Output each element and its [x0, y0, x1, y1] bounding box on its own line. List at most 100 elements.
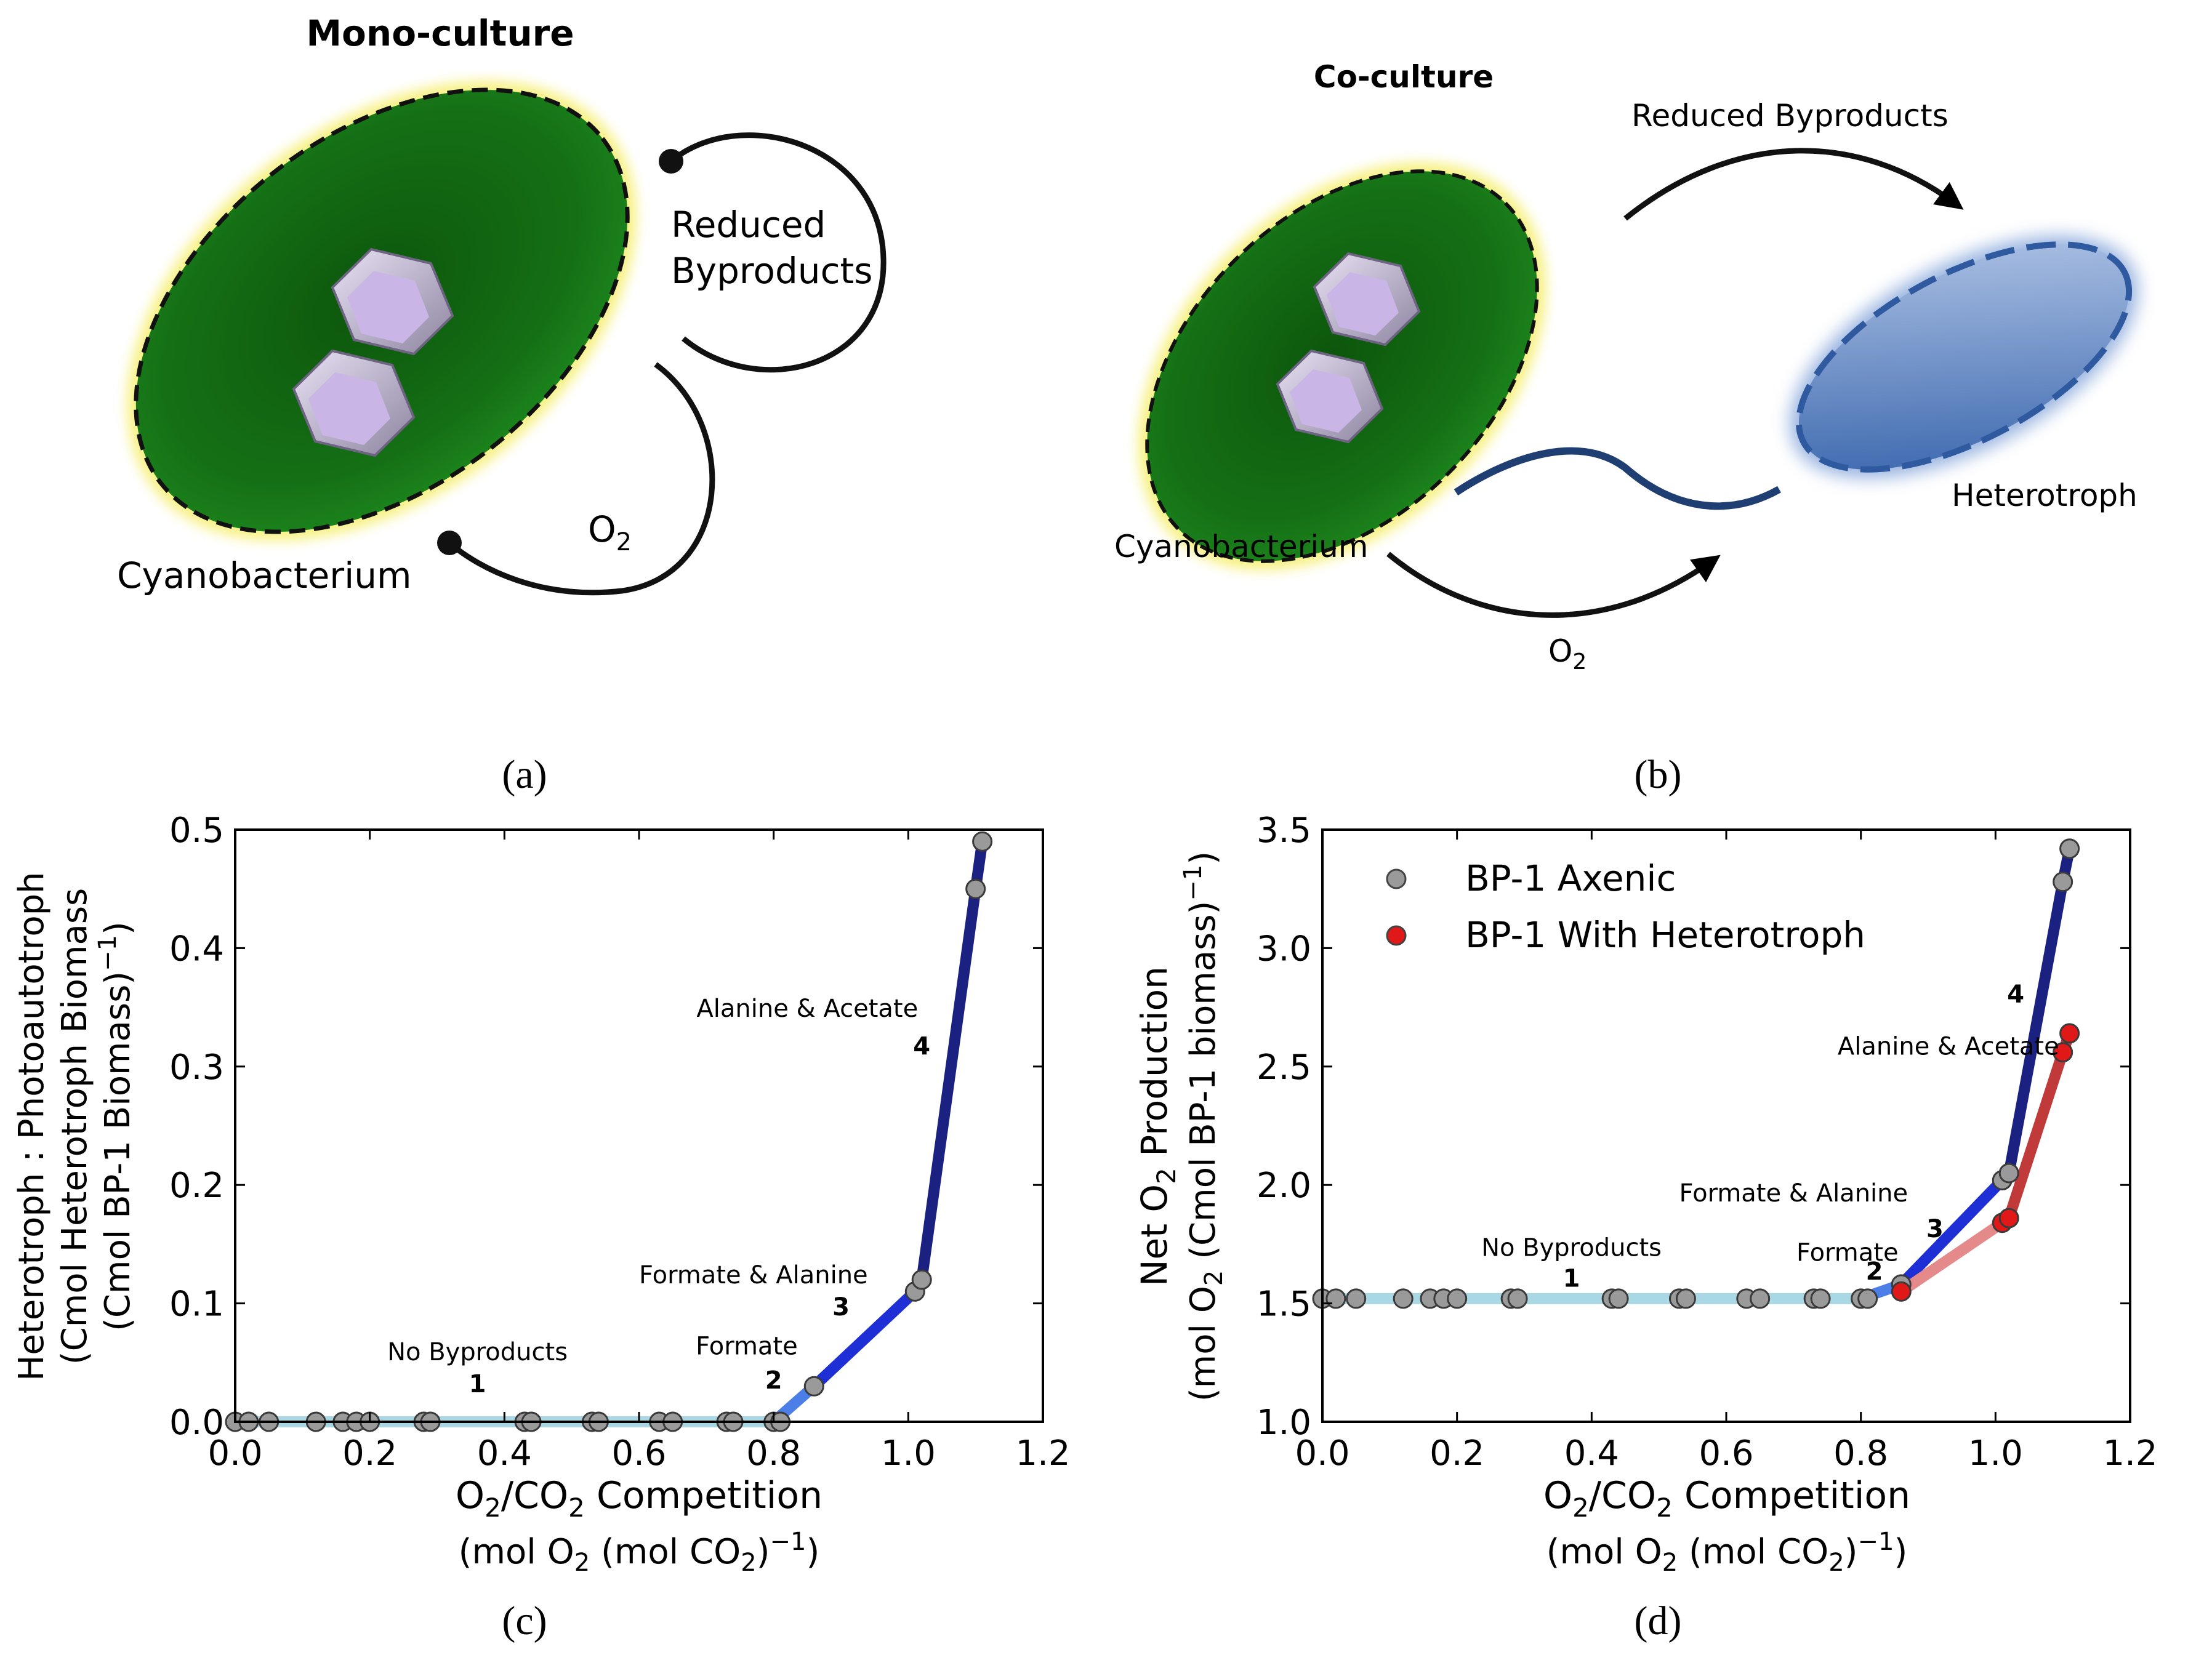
axenic-point	[972, 831, 993, 852]
heterotroph-point	[2053, 1042, 2073, 1063]
legend-label-axenic: BP-1 Axenic	[1465, 857, 1676, 899]
segment-number-label: 3	[832, 1293, 850, 1321]
cyanobacterium-label-b: Cyanobacterium	[1114, 529, 1369, 564]
segment-5	[1898, 1218, 2006, 1296]
chart-points	[225, 831, 993, 1432]
loop-end-dot	[437, 531, 462, 555]
segment-annotation: Alanine & Acetate	[696, 995, 918, 1023]
chart-segments	[235, 840, 988, 1427]
byproducts-label-line1: Reduced	[671, 204, 826, 246]
y-tick-label: 0.5	[169, 811, 224, 851]
legend-marker-heterotroph	[1386, 925, 1407, 946]
x-tick-label: 0.0	[1295, 1433, 1349, 1474]
o2-transfer-arrow	[1386, 551, 1721, 618]
panel-b: Co-culture Heterotroph Cyanobacterium Re…	[1114, 59, 2138, 797]
legend: BP-1 Axenic BP-1 With Heterotroph	[1386, 857, 1865, 956]
panel-a-label: (a)	[502, 752, 547, 797]
panel-a: Mono-culture Cyanobacterium Reduced Bypr…	[117, 12, 887, 797]
axenic-point	[803, 1376, 824, 1397]
y-tick-label: 1.0	[1257, 1403, 1311, 1443]
o2-loop-arrow	[448, 362, 715, 596]
panel-b-label: (b)	[1635, 752, 1682, 797]
chart-annotations: No Byproducts 1 Formate 2 Formate & Alanine 3…	[387, 995, 930, 1398]
x-tick-label: 0.2	[1430, 1433, 1484, 1474]
y-axis-label-line2: (Cmol Heterotroph Biomass	[55, 888, 95, 1365]
x-tick-label: 1.0	[881, 1433, 936, 1474]
axenic-point	[1447, 1288, 1468, 1309]
y-tick-label: 3.5	[1257, 811, 1311, 851]
legend-marker-axenic	[1386, 868, 1407, 889]
y-tick-label: 0.4	[169, 929, 224, 969]
y-axis-label-line3: (Cmol BP-1 Biomass)−1)	[94, 921, 138, 1331]
axenic-point	[1810, 1288, 1831, 1309]
x-tick-label: 1.2	[2102, 1433, 2157, 1474]
y-tick-label: 0.2	[169, 1166, 224, 1206]
segment-annotation: No Byproducts	[387, 1338, 568, 1366]
y-tick-label: 2.0	[1257, 1166, 1311, 1206]
x-tick-label: 0.6	[1699, 1433, 1753, 1474]
o2-label-a: O2	[588, 508, 632, 556]
chart-points	[1312, 838, 2080, 1309]
axenic-point	[2059, 838, 2080, 859]
segment-annotation: Formate	[1796, 1238, 1899, 1267]
panel-c-label: (c)	[502, 1598, 547, 1643]
heterotroph-point	[1998, 1208, 2019, 1229]
x-tick-label: 0.0	[207, 1433, 262, 1474]
axis-ticks: 0.0 0.2 0.4 0.6 0.8 1.0 1.2 1.0 1.5 2.0 2.5 3.0 3.5	[1257, 811, 2158, 1474]
segment-annotation: Formate & Alanine	[1679, 1179, 1908, 1208]
byproduct-loop-arrow	[669, 132, 887, 373]
axenic-point	[2053, 872, 2073, 892]
x-tick-label: 0.8	[1833, 1433, 1888, 1474]
x-tick-label: 0.4	[1564, 1433, 1619, 1474]
axenic-point	[1507, 1288, 1528, 1309]
y-axis-label: Net O2 Production (mol O2 (Cmol BP-1 bio…	[1133, 851, 1228, 1401]
segment-number-label: 4	[913, 1033, 930, 1061]
axenic-point	[1750, 1288, 1771, 1309]
segment-3	[1897, 1176, 2006, 1289]
x-tick-label: 0.4	[477, 1433, 532, 1474]
segment-number-label: 1	[469, 1370, 486, 1398]
x-axis-label-line1: O2/CO2 Competition	[456, 1474, 822, 1523]
legend-label-heterotroph: BP-1 With Heterotroph	[1465, 914, 1865, 956]
o2-label-b: O2	[1548, 633, 1587, 675]
panel-b-title: Co-culture	[1314, 59, 1494, 95]
axenic-point	[1608, 1288, 1629, 1309]
x-axis-label-line1: O2/CO2 Competition	[1543, 1474, 1910, 1523]
axenic-point	[1857, 1288, 1878, 1309]
panel-d-label: (d)	[1635, 1598, 1682, 1643]
x-axis-label-line2: (mol O2 (mol CO2)−1)	[1546, 1528, 1908, 1577]
carboxysome-icon	[292, 349, 416, 457]
axenic-point	[1393, 1288, 1414, 1309]
x-tick-label: 0.8	[746, 1433, 801, 1474]
axenic-point	[965, 878, 986, 899]
axenic-point	[911, 1269, 932, 1290]
y-axis-label-line2: (mol O2 (Cmol BP-1 biomass)−1)	[1179, 851, 1228, 1401]
segment-3	[810, 1287, 919, 1390]
x-tick-label: 1.0	[1968, 1433, 2023, 1474]
y-tick-label: 3.0	[1257, 929, 1311, 969]
panel-a-title: Mono-culture	[306, 12, 574, 54]
segment-annotation: Formate	[696, 1332, 798, 1360]
segment-annotation: Formate & Alanine	[639, 1261, 868, 1289]
x-tick-label: 1.2	[1015, 1433, 1070, 1474]
panel-c-chart: 0.0 0.2 0.4 0.6 0.8 1.0 1.20.00.10.20.30.40.5 …	[12, 811, 1071, 1643]
x-tick-label: 0.2	[342, 1433, 397, 1474]
segment-number-label: 2	[765, 1366, 782, 1395]
y-axis-label: Heterotroph : Photoautotroph (Cmol Heter…	[12, 872, 138, 1381]
y-tick-label: 2.5	[1257, 1048, 1311, 1088]
y-axis-label-line1: Heterotroph : Photoautotroph	[12, 872, 52, 1381]
axenic-point	[1325, 1288, 1346, 1309]
cyanobacterium-label-a: Cyanobacterium	[117, 555, 412, 596]
segment-number-label: 3	[1926, 1215, 1944, 1243]
y-tick-label: 0.0	[169, 1403, 224, 1443]
y-axis-label-line1: Net O2 Production	[1133, 966, 1181, 1286]
segment-annotation: No Byproducts	[1481, 1234, 1662, 1262]
heterotroph-label: Heterotroph	[1952, 478, 2138, 513]
byproducts-label-b: Reduced Byproducts	[1631, 98, 1949, 134]
axenic-point	[1998, 1163, 2019, 1184]
axenic-point	[1346, 1288, 1367, 1309]
panel-d-chart: 0.0 0.2 0.4 0.6 0.8 1.0 1.21.01.52.02.53.03.5 …	[1133, 811, 2158, 1643]
segment-annotation: Alanine & Acetate	[1838, 1033, 2059, 1061]
